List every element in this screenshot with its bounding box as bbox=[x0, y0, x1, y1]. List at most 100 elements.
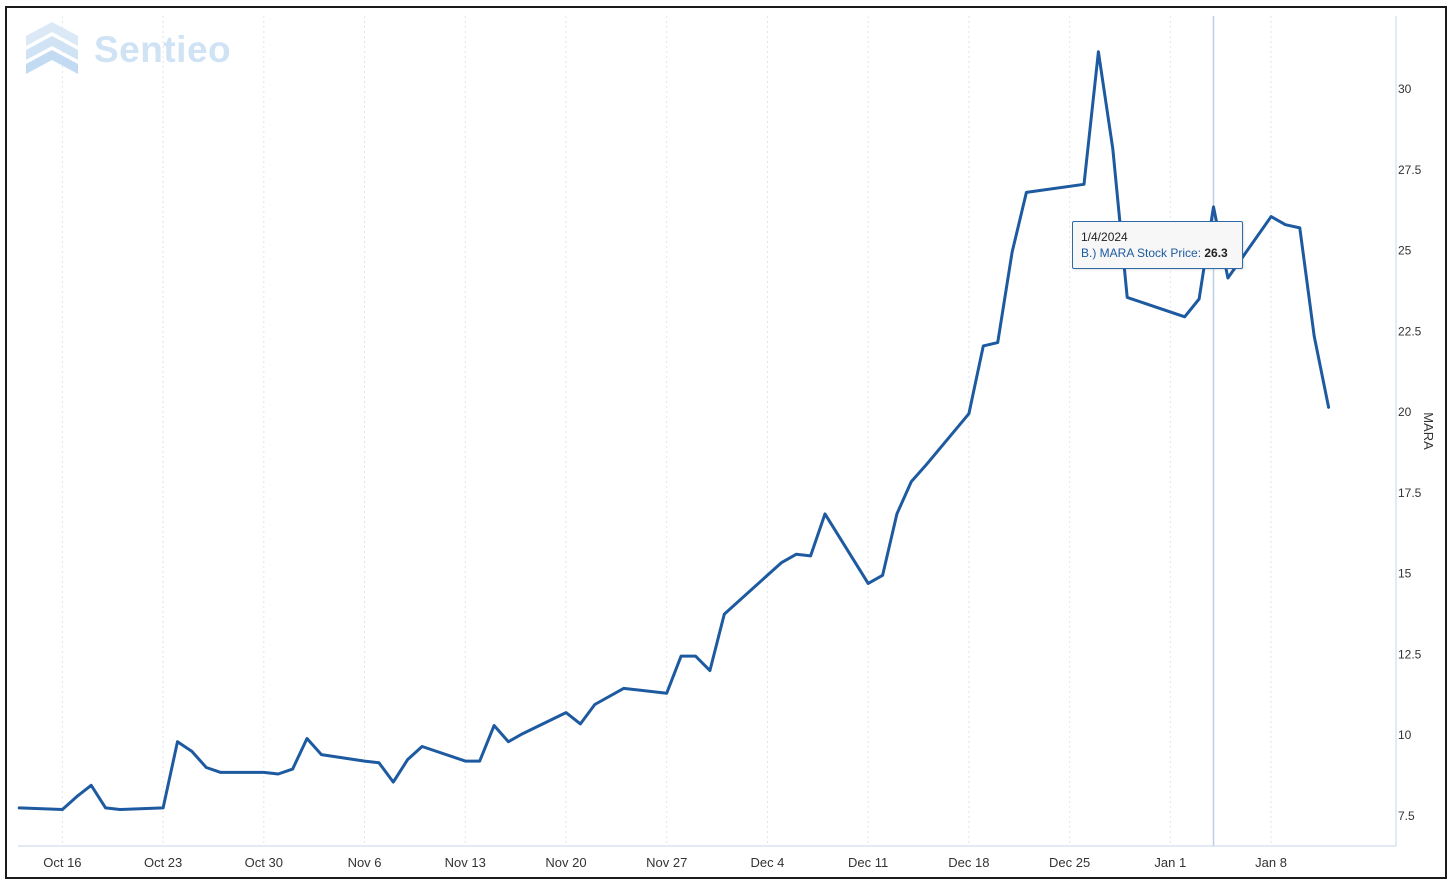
data-point[interactable] bbox=[1284, 223, 1287, 226]
data-point[interactable] bbox=[1298, 226, 1301, 229]
x-tick-label: Jan 8 bbox=[1255, 855, 1287, 870]
y-tick-label: 12.5 bbox=[1398, 647, 1422, 661]
axes bbox=[18, 16, 1397, 847]
data-point[interactable] bbox=[406, 758, 409, 761]
data-point[interactable] bbox=[1025, 191, 1028, 194]
data-point[interactable] bbox=[665, 692, 668, 695]
y-tick-label: 7.5 bbox=[1398, 809, 1415, 823]
data-point[interactable] bbox=[75, 795, 78, 798]
data-point[interactable] bbox=[464, 760, 467, 763]
data-point[interactable] bbox=[924, 464, 927, 467]
data-point[interactable] bbox=[162, 806, 165, 809]
data-point[interactable] bbox=[521, 732, 524, 735]
data-point[interactable] bbox=[867, 582, 870, 585]
data-point[interactable] bbox=[1270, 215, 1273, 218]
y-tick-label: 15 bbox=[1398, 567, 1412, 581]
data-point[interactable] bbox=[262, 771, 265, 774]
data-point[interactable] bbox=[1226, 277, 1229, 280]
tooltip-value: 26.3 bbox=[1204, 246, 1228, 260]
data-point[interactable] bbox=[277, 773, 280, 776]
y-axis-label: MARA bbox=[1421, 412, 1436, 450]
data-point[interactable] bbox=[1083, 183, 1086, 186]
y-tick-label: 30 bbox=[1398, 82, 1412, 96]
data-point[interactable] bbox=[795, 553, 798, 556]
data-point[interactable] bbox=[824, 512, 827, 515]
sentieo-chevrons-icon bbox=[26, 22, 78, 74]
data-point[interactable] bbox=[18, 806, 21, 809]
chart-frame bbox=[5, 6, 1447, 879]
grid-lines bbox=[61, 16, 1272, 846]
data-point[interactable] bbox=[507, 740, 510, 743]
y-tick-labels: 7.5 10 12.5 15 17.5 20 22.5 25 27.5 30 bbox=[1398, 82, 1422, 823]
series-layer[interactable] bbox=[17, 50, 1331, 811]
data-point[interactable] bbox=[176, 740, 179, 743]
data-point[interactable] bbox=[622, 687, 625, 690]
tooltip-series-label: B.) MARA Stock Price: bbox=[1081, 246, 1202, 260]
data-point[interactable] bbox=[1111, 147, 1114, 150]
data-point[interactable] bbox=[493, 724, 496, 727]
data-point[interactable] bbox=[694, 655, 697, 658]
data-point[interactable] bbox=[910, 480, 913, 483]
data-point[interactable] bbox=[565, 711, 568, 714]
logo-text: Sentieo bbox=[94, 29, 232, 70]
x-tick-label: Jan 1 bbox=[1154, 855, 1186, 870]
data-point[interactable] bbox=[219, 771, 222, 774]
y-tick-label: 25 bbox=[1398, 244, 1412, 258]
y-tick-label: 17.5 bbox=[1398, 486, 1422, 500]
data-point[interactable] bbox=[881, 574, 884, 577]
x-tick-label: Nov 13 bbox=[445, 855, 486, 870]
data-point[interactable] bbox=[1126, 296, 1129, 299]
data-point[interactable] bbox=[1011, 251, 1014, 254]
x-tick-label: Oct 16 bbox=[43, 855, 81, 870]
data-point[interactable] bbox=[593, 703, 596, 706]
data-point[interactable] bbox=[723, 613, 726, 616]
data-tooltip: 1/4/2024 B.) MARA Stock Price: 26.3 bbox=[1072, 221, 1243, 269]
data-point[interactable] bbox=[1183, 315, 1186, 318]
data-point[interactable] bbox=[809, 554, 812, 557]
data-point[interactable] bbox=[291, 768, 294, 771]
x-tick-label: Dec 4 bbox=[750, 855, 784, 870]
x-tick-label: Dec 25 bbox=[1049, 855, 1090, 870]
data-point[interactable] bbox=[392, 781, 395, 784]
data-point[interactable] bbox=[363, 760, 366, 763]
x-tick-label: Nov 6 bbox=[348, 855, 382, 870]
y-tick-label: 20 bbox=[1398, 405, 1412, 419]
series-line-mara[interactable] bbox=[17, 50, 1331, 811]
x-tick-label: Oct 23 bbox=[144, 855, 182, 870]
data-point[interactable] bbox=[320, 753, 323, 756]
x-tick-label: Dec 11 bbox=[848, 855, 888, 870]
data-point[interactable] bbox=[306, 737, 309, 740]
y-tick-label: 27.5 bbox=[1398, 163, 1422, 177]
y-tick-label: 10 bbox=[1398, 728, 1412, 742]
data-point[interactable] bbox=[982, 344, 985, 347]
data-point[interactable] bbox=[780, 561, 783, 564]
data-point[interactable] bbox=[708, 669, 711, 672]
data-point[interactable] bbox=[1313, 335, 1316, 338]
data-point[interactable] bbox=[1327, 406, 1330, 409]
data-point[interactable] bbox=[421, 745, 424, 748]
data-point[interactable] bbox=[205, 766, 208, 769]
data-point[interactable] bbox=[680, 655, 683, 658]
y-tick-label: 22.5 bbox=[1398, 324, 1422, 338]
x-tick-label: Oct 30 bbox=[245, 855, 283, 870]
x-tick-label: Dec 18 bbox=[948, 855, 989, 870]
data-point[interactable] bbox=[967, 412, 970, 415]
data-point[interactable] bbox=[118, 808, 121, 811]
data-point[interactable] bbox=[1212, 205, 1215, 208]
data-point[interactable] bbox=[1097, 50, 1100, 53]
data-point[interactable] bbox=[377, 761, 380, 764]
data-point[interactable] bbox=[766, 574, 769, 577]
x-tick-label: Nov 20 bbox=[545, 855, 586, 870]
data-point[interactable] bbox=[190, 750, 193, 753]
data-point[interactable] bbox=[895, 512, 898, 515]
tooltip-line: B.) MARA Stock Price: 26.3 bbox=[1081, 245, 1234, 261]
data-point[interactable] bbox=[478, 760, 481, 763]
data-point[interactable] bbox=[996, 341, 999, 344]
data-point[interactable] bbox=[1198, 298, 1201, 301]
data-point[interactable] bbox=[90, 784, 93, 787]
x-tick-label: Nov 27 bbox=[646, 855, 687, 870]
data-point[interactable] bbox=[104, 806, 107, 809]
data-point[interactable] bbox=[61, 808, 64, 811]
data-point[interactable] bbox=[579, 722, 582, 725]
